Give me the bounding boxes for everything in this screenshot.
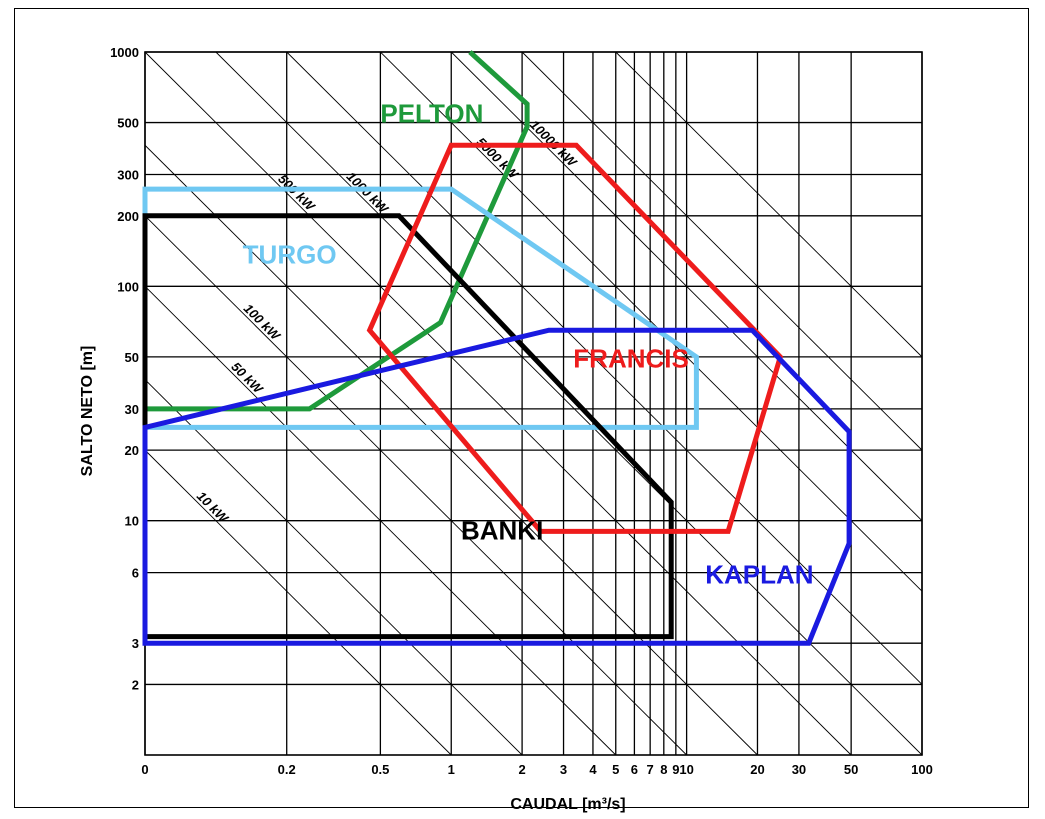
region-pelton	[145, 50, 530, 412]
region-label-turgo: TURGO	[243, 240, 337, 270]
power-line	[521, 51, 923, 451]
x-tick-label: 30	[792, 762, 806, 777]
region-label-pelton: PELTON	[380, 99, 483, 129]
power-line	[144, 379, 523, 756]
x-tick-label: 9	[672, 762, 679, 777]
x-axis-label: CAUDAL [m³/s]	[510, 796, 625, 813]
x-tick-label: 100	[911, 762, 933, 777]
y-tick-label: 50	[125, 350, 139, 365]
grid	[144, 51, 923, 756]
power-line	[380, 51, 923, 592]
x-tick-label: 3	[560, 762, 567, 777]
x-tick-label: 6	[631, 762, 638, 777]
y-tick-label: 20	[125, 443, 139, 458]
y-tick-label: 500	[117, 116, 139, 131]
y-axis-label: SALTO NETO [m]	[79, 346, 96, 477]
power-line-label: 1000 kW	[344, 169, 393, 218]
power-line	[144, 51, 852, 756]
power-line	[144, 449, 452, 756]
power-line-label: 50 kW	[228, 359, 266, 397]
power-line	[286, 51, 923, 685]
x-tick-label: 10	[679, 762, 693, 777]
turbine-regions: PELTON TURGO BANKI FRANCIS KAPLAN	[142, 50, 852, 646]
y-tick-label: 3	[132, 636, 139, 651]
y-tick-label: 30	[125, 402, 139, 417]
power-line-label: 100 kW	[241, 301, 285, 344]
x-tick-label: 0.5	[371, 762, 389, 777]
region-label-banki: BANKI	[461, 516, 543, 546]
y-tick-label: 200	[117, 209, 139, 224]
y-tick-label: 2	[132, 677, 139, 692]
chart-frame	[14, 8, 1029, 808]
region-label-kaplan: KAPLAN	[705, 559, 813, 589]
x-tick-label: 0	[141, 762, 148, 777]
x-tick-label: 7	[647, 762, 654, 777]
x-tick-labels: 0 0.2 0.5 1 2 3 4 5 6 7 8 9 10 20 30 50 100	[141, 762, 932, 777]
x-tick-label: 50	[844, 762, 858, 777]
region-kaplan	[142, 327, 852, 646]
x-tick-label: 1	[448, 762, 455, 777]
x-tick-label: 8	[660, 762, 667, 777]
power-line	[450, 51, 923, 521]
region-francis	[366, 142, 784, 534]
power-line	[215, 51, 923, 756]
x-tick-label: 20	[750, 762, 764, 777]
y-tick-label: 1000	[110, 45, 139, 60]
y-tick-label: 300	[117, 168, 139, 183]
power-line	[144, 286, 617, 756]
x-tick-label: 0.2	[278, 762, 296, 777]
x-tick-label: 2	[518, 762, 525, 777]
y-tick-labels: 1000 500 300 200 100 50 30 20 10 6 3 2	[110, 45, 139, 692]
power-line-label: 500 kW	[275, 171, 319, 214]
y-tick-label: 100	[117, 279, 139, 294]
plot-border	[144, 51, 923, 756]
power-line	[144, 144, 758, 756]
x-tick-label: 5	[612, 762, 619, 777]
region-label-francis: FRANCIS	[573, 344, 689, 374]
power-line	[144, 215, 687, 756]
power-line	[615, 51, 923, 358]
y-tick-label: 10	[125, 514, 139, 529]
x-tick-label: 4	[589, 762, 597, 777]
y-tick-label: 6	[132, 566, 139, 581]
